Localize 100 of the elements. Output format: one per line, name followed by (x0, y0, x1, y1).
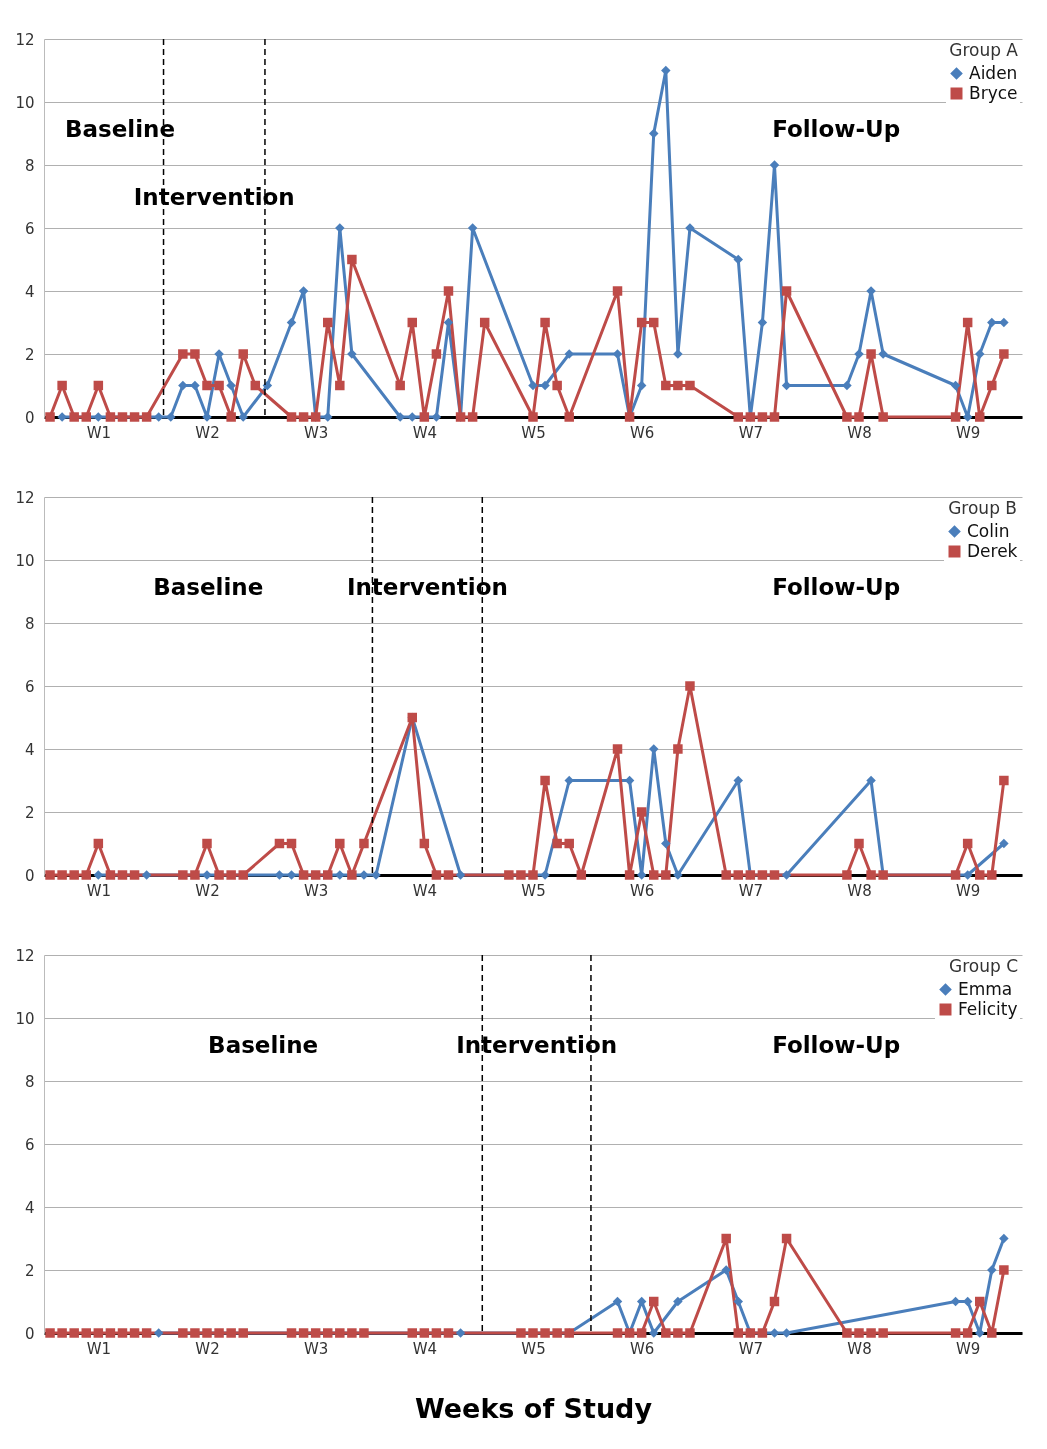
point (757, 1328, 768, 1338)
point (769, 412, 780, 422)
point (612, 1328, 623, 1338)
point (93, 838, 104, 849)
legend-title: Group B (948, 498, 1017, 518)
y-tick-label: 8 (24, 156, 35, 175)
point (733, 412, 743, 422)
point (552, 380, 562, 391)
point (117, 870, 128, 880)
point (950, 1328, 961, 1338)
point (274, 838, 285, 849)
point (564, 412, 574, 422)
legend-label: Emma (958, 978, 1013, 999)
x-tick-label: W6 (629, 423, 655, 442)
point (685, 681, 695, 691)
point (129, 870, 140, 880)
point (45, 412, 55, 422)
point (286, 838, 297, 849)
x-tick-label: W2 (195, 423, 220, 442)
y-tick-label: 12 (15, 30, 35, 49)
x-tick-label: W9 (955, 1339, 981, 1358)
point (117, 412, 128, 422)
point (636, 870, 647, 880)
y-tick-label: 8 (24, 1072, 35, 1091)
point (443, 286, 454, 296)
point (612, 1296, 623, 1307)
point (431, 870, 442, 880)
y-tick-label: 6 (24, 219, 35, 238)
x-tick-label: W4 (412, 423, 438, 442)
point (673, 380, 683, 391)
point (81, 870, 91, 880)
y-tick-label: 6 (24, 677, 35, 696)
point (721, 1233, 731, 1244)
point (999, 317, 1009, 328)
y-tick-label: 2 (24, 803, 35, 822)
legend-title: Group A (949, 40, 1019, 60)
point (395, 380, 405, 391)
x-tick-label: W5 (521, 881, 546, 900)
point (842, 412, 852, 422)
point (649, 744, 659, 754)
point (431, 349, 442, 359)
point (975, 1296, 985, 1307)
annotation: Intervention (346, 573, 508, 600)
point (298, 1328, 309, 1338)
point (69, 1328, 79, 1338)
point (202, 1328, 212, 1338)
point (81, 412, 91, 422)
point (866, 349, 876, 359)
point (178, 870, 188, 880)
point (141, 412, 152, 422)
point (93, 380, 104, 391)
point (757, 317, 768, 328)
point (141, 1328, 152, 1338)
point (842, 1328, 852, 1338)
point (661, 838, 671, 849)
point (950, 412, 961, 422)
point (636, 807, 647, 817)
point (733, 1328, 743, 1338)
point (190, 1328, 200, 1338)
point (335, 838, 345, 849)
y-tick-label: 10 (15, 93, 35, 112)
point (612, 744, 623, 754)
point (636, 1328, 647, 1338)
point (866, 870, 876, 880)
point (999, 775, 1009, 786)
annotation: Intervention (456, 1031, 618, 1058)
y-tick-label: 4 (24, 282, 35, 301)
annotation: Baseline (64, 115, 176, 142)
point (93, 1328, 104, 1338)
annotation: Intervention (133, 183, 295, 210)
point (975, 870, 985, 880)
point (443, 870, 454, 880)
y-tick-label: 12 (15, 946, 35, 965)
point (69, 870, 79, 880)
point (347, 870, 357, 880)
point (987, 870, 997, 880)
point (202, 838, 212, 849)
annotation: Baseline (153, 573, 264, 600)
x-tick-label: W5 (521, 1339, 546, 1358)
point (69, 412, 79, 422)
point (540, 775, 550, 786)
point (419, 838, 430, 849)
point (636, 317, 647, 328)
x-tick-label: W2 (195, 1339, 220, 1358)
point (781, 1233, 792, 1244)
y-tick-label: 0 (24, 1324, 35, 1343)
point (310, 1328, 321, 1338)
point (999, 1265, 1009, 1275)
point (298, 412, 309, 422)
point (950, 870, 961, 880)
point (661, 1328, 671, 1338)
point (455, 1328, 466, 1338)
point (528, 412, 538, 422)
point (407, 1328, 417, 1338)
y-tick-label: 2 (24, 1261, 35, 1280)
point (661, 380, 671, 391)
y-tick-label: 8 (24, 614, 35, 633)
point (226, 870, 236, 880)
point (999, 1233, 1009, 1244)
y-tick-label: 6 (24, 1135, 35, 1154)
